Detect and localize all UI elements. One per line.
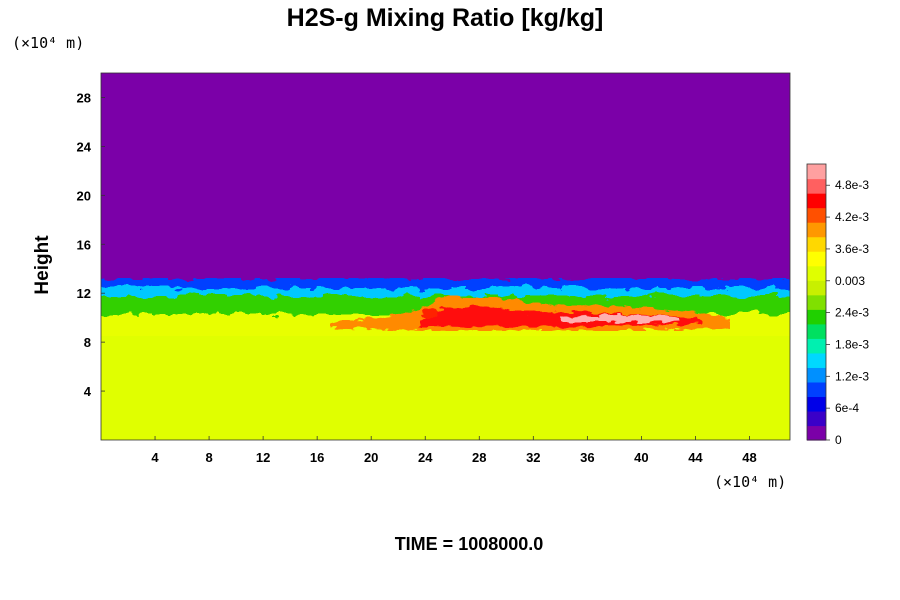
colorbar-tick-label: 6e-4	[835, 401, 859, 415]
x-tick-label: 16	[310, 450, 324, 465]
x-tick-label: 48	[742, 450, 756, 465]
colorbar-swatch	[807, 265, 826, 281]
colorbar-tick-label: 3.6e-3	[835, 242, 869, 256]
colorbar-swatch	[807, 323, 826, 339]
colorbar-tick-label: 1.8e-3	[835, 337, 869, 351]
colorbar-swatch	[807, 251, 826, 267]
time-label: TIME = 1008000.0	[395, 534, 544, 554]
colorbar-frame	[806, 163, 827, 441]
y-tick-label: 24	[77, 139, 92, 154]
x-tick-label: 12	[256, 450, 270, 465]
colorbar-tick-label: 4.2e-3	[835, 210, 869, 224]
x-tick-label: 44	[688, 450, 703, 465]
plot-area	[101, 73, 790, 440]
red-blob	[422, 308, 438, 318]
colorbar-tick-label: 4.8e-3	[835, 178, 869, 192]
colorbar-swatch	[807, 381, 826, 398]
colorbar-swatch	[807, 178, 826, 194]
x-tick-label: 28	[472, 450, 486, 465]
colorbar-tick-label: 0.003	[835, 274, 865, 288]
y-tick-label: 20	[77, 188, 91, 203]
colorbar-swatch	[807, 410, 826, 427]
x-tick-label: 32	[526, 450, 540, 465]
colorbar-swatch	[807, 222, 826, 238]
y-tick-label: 8	[84, 335, 91, 350]
colorbar-swatch	[807, 338, 826, 354]
y-tick-label: 16	[77, 237, 91, 252]
x-tick-label: 8	[205, 450, 212, 465]
colorbar-swatch	[807, 352, 826, 368]
colorbar-swatch	[807, 236, 826, 252]
y-tick-label: 12	[77, 286, 91, 301]
y-ticks: 4 8 12 16 20 24 28	[77, 90, 105, 399]
chart-title: H2S-g Mixing Ratio [kg/kg]	[287, 4, 604, 32]
colorbar-swatch	[807, 367, 826, 383]
y-axis-label: Height	[32, 235, 53, 295]
colorbar-tick-label: 0	[835, 433, 842, 447]
colorbar-swatch	[807, 309, 826, 325]
x-unit-label: (×10⁴ m)	[714, 473, 786, 491]
y-tick-label: 4	[84, 384, 92, 399]
plot-frame	[100, 72, 791, 441]
x-tick-label: 20	[364, 450, 378, 465]
colorbar-tick-label: 2.4e-3	[835, 306, 869, 320]
y-tick-label: 28	[77, 90, 91, 105]
colorbar-swatch	[807, 164, 826, 180]
colorbar-swatch	[807, 207, 826, 223]
x-tick-label: 40	[634, 450, 648, 465]
x-tick-label: 36	[580, 450, 594, 465]
colorbar-swatch	[807, 425, 826, 441]
colorbar: 0 6e-4 1.2e-3 1.8e-3 2.4e-3 0.003 3.6e-3 4.2e-3…	[806, 163, 869, 447]
colorbar-swatch	[807, 396, 826, 412]
lower-layer-region	[101, 336, 790, 440]
x-ticks: 4 8 12 16 20 24 28 32 36 40 44 48	[151, 436, 757, 465]
max-band-peak	[560, 315, 680, 322]
colorbar-swatch	[807, 193, 826, 209]
colorbar-tick-label: 1.2e-3	[835, 369, 869, 383]
y-unit-label: (×10⁴ m)	[12, 34, 84, 52]
x-tick-label: 4	[151, 450, 159, 465]
x-tick-label: 24	[418, 450, 433, 465]
colorbar-swatch	[807, 294, 826, 310]
colorbar-swatch	[807, 280, 826, 296]
